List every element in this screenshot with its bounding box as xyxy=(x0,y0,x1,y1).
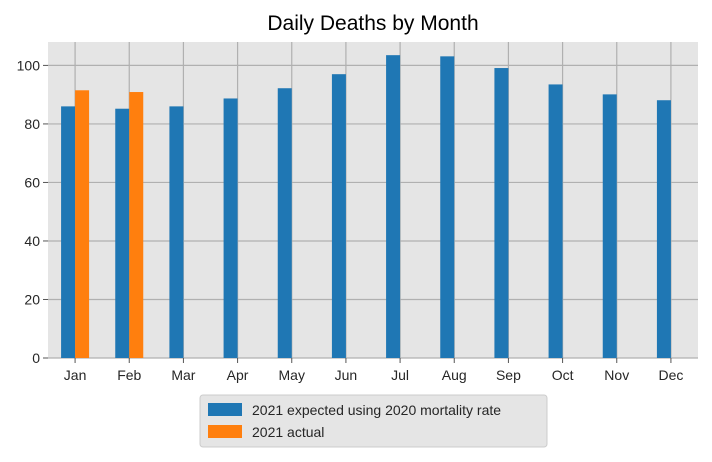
x-tick-label: May xyxy=(279,367,305,383)
y-tick-label: 100 xyxy=(17,57,41,73)
y-tick-label: 20 xyxy=(24,291,40,307)
x-tick-label: Aug xyxy=(442,367,467,383)
bar-expected-aug xyxy=(440,56,455,358)
legend-label: 2021 expected using 2020 mortality rate xyxy=(252,402,501,418)
x-tick-label: Sep xyxy=(496,367,521,383)
legend: 2021 expected using 2020 mortality rate 2… xyxy=(199,394,548,448)
bar-actual-jan xyxy=(75,90,90,359)
chart-title: Daily Deaths by Month xyxy=(267,12,478,35)
plot-background xyxy=(48,42,698,358)
bar-expected-sep xyxy=(494,68,509,358)
x-tick-label: Dec xyxy=(658,367,683,383)
bar-expected-may xyxy=(277,88,292,359)
x-tick-label: Jul xyxy=(391,367,409,383)
legend-swatch xyxy=(208,403,242,416)
bar-expected-feb xyxy=(115,108,130,358)
bar-expected-jul xyxy=(386,55,401,359)
x-tick-labels: Jan Feb Mar Apr May Jun Jul Aug Sep Oct Nov Dec xyxy=(64,358,683,383)
bar-expected-jun xyxy=(331,74,346,359)
y-tick-labels: 0 20 40 60 80 100 xyxy=(17,57,48,366)
x-tick-label: Jan xyxy=(64,367,87,383)
bar-expected-nov xyxy=(602,94,617,358)
bar-expected-dec xyxy=(656,100,671,359)
bar-actual-feb xyxy=(129,92,144,359)
x-tick-label: Feb xyxy=(117,367,141,383)
legend-swatch xyxy=(208,425,242,438)
bar-expected-jan xyxy=(61,106,76,359)
x-tick-label: Oct xyxy=(552,367,574,383)
x-tick-label: Apr xyxy=(227,367,249,383)
bars xyxy=(61,55,671,359)
x-tick-label: Mar xyxy=(171,367,195,383)
bar-expected-mar xyxy=(169,106,184,359)
y-tick-label: 40 xyxy=(24,233,40,249)
y-tick-label: 60 xyxy=(24,174,40,190)
y-tick-label: 0 xyxy=(32,350,40,366)
legend-label: 2021 actual xyxy=(252,424,324,440)
bar-expected-apr xyxy=(223,98,238,358)
bar-expected-oct xyxy=(548,84,563,358)
legend-box xyxy=(199,394,548,448)
x-tick-label: Jun xyxy=(335,367,358,383)
x-tick-label: Nov xyxy=(604,367,629,383)
y-tick-label: 80 xyxy=(24,116,40,132)
